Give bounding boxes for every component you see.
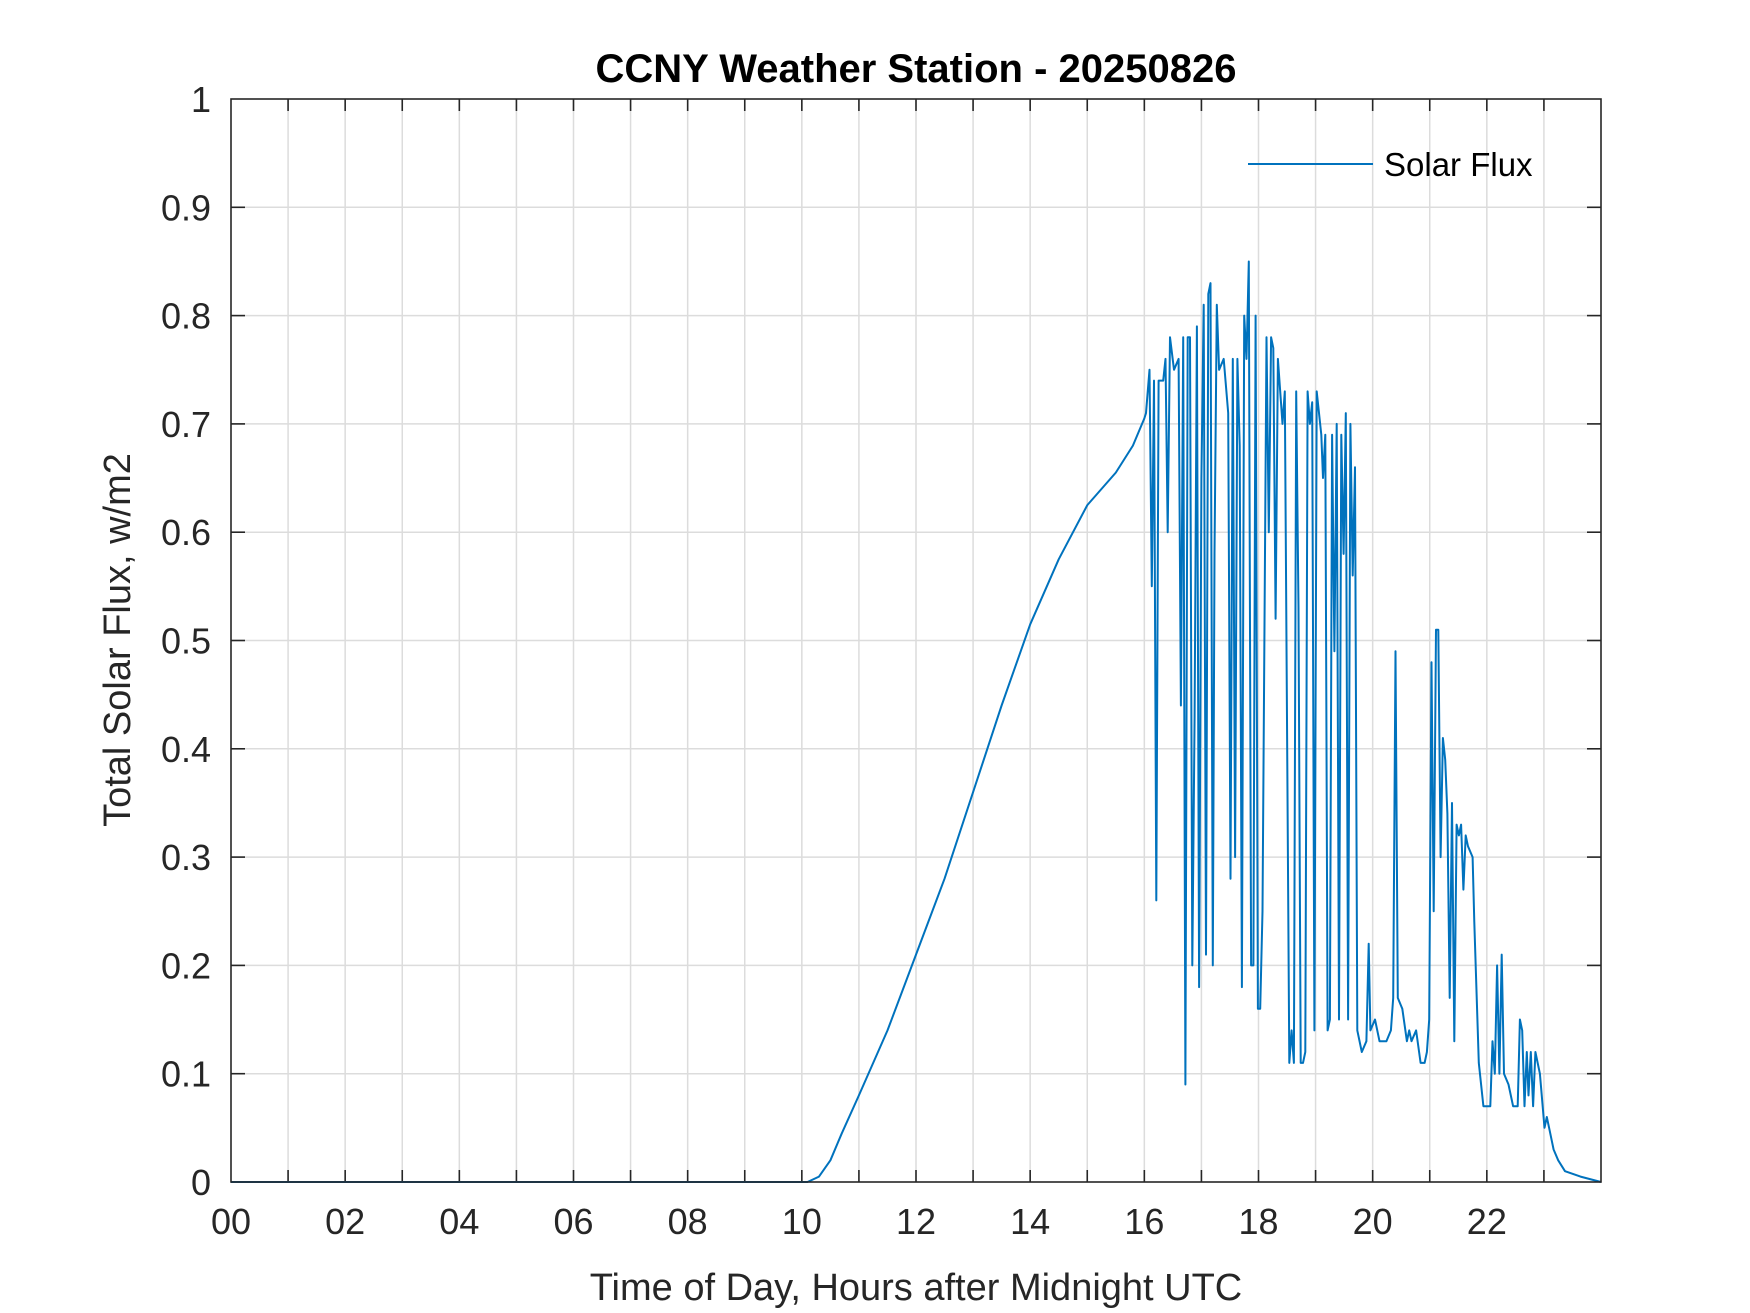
y-tick-label: 0.1 (161, 1054, 211, 1095)
x-axis-label: Time of Day, Hours after Midnight UTC (590, 1267, 1243, 1309)
x-tick-label: 20 (1353, 1201, 1393, 1242)
chart-title: CCNY Weather Station - 20250826 (596, 47, 1237, 91)
x-tick-label: 22 (1467, 1201, 1507, 1242)
y-tick-label: 0.3 (161, 837, 211, 878)
x-tick-label: 14 (1010, 1201, 1050, 1242)
y-tick-label: 0.5 (161, 621, 211, 662)
legend: Solar Flux (1248, 146, 1533, 183)
y-tick-label: 0.2 (161, 945, 211, 986)
y-axis-label: Total Solar Flux, w/m2 (97, 453, 139, 827)
axes-box (230, 98, 1602, 1183)
legend-label-solar-flux: Solar Flux (1384, 146, 1533, 183)
y-tick-label: 0.8 (161, 296, 211, 337)
x-tick-label: 06 (553, 1201, 593, 1242)
x-tick-label: 08 (668, 1201, 708, 1242)
x-tick-label: 16 (1124, 1201, 1164, 1242)
y-tick-label: 0.9 (161, 187, 211, 228)
series-group (231, 260, 1602, 1183)
x-tick-label: 00 (211, 1201, 251, 1242)
y-tick-label: 0 (191, 1162, 211, 1203)
y-tick-label: 1 (191, 79, 211, 120)
axis-ticks (231, 99, 1601, 1182)
tick-labels: 00 02 04 06 08 10 12 14 16 18 20 22 0 0.1 0.2 0.3 0.4 0.5… (161, 79, 1507, 1242)
x-tick-label: 04 (439, 1201, 479, 1242)
y-tick-label: 0.6 (161, 512, 211, 553)
x-tick-label: 10 (782, 1201, 822, 1242)
series-line-solar-flux (231, 260, 1602, 1183)
y-tick-label: 0.4 (161, 729, 211, 770)
x-tick-label: 12 (896, 1201, 936, 1242)
x-tick-label: 02 (325, 1201, 365, 1242)
x-tick-label: 18 (1238, 1201, 1278, 1242)
y-tick-label: 0.7 (161, 404, 211, 445)
